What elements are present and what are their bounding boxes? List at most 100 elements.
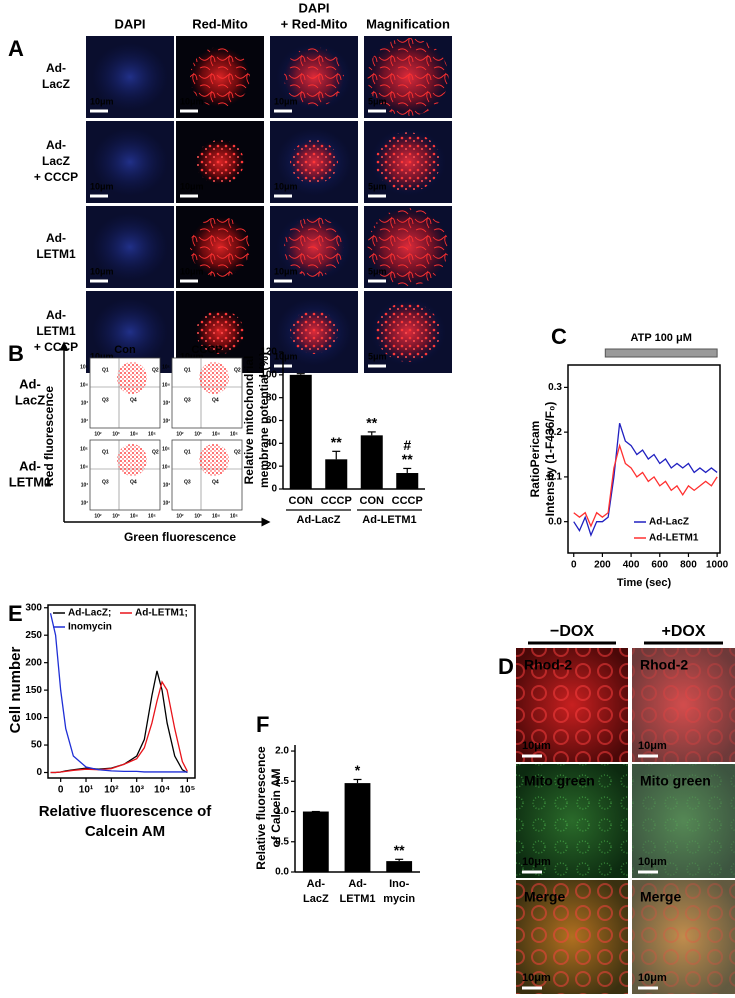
- quadrant-label: Q1: [184, 367, 191, 373]
- x-tick-label: LacZ: [303, 893, 329, 905]
- quadrant-label: Q3: [102, 479, 109, 485]
- row-label: + CCCP: [34, 340, 78, 354]
- micrograph-texture: [516, 764, 628, 878]
- quadrant-label: Q4: [212, 479, 219, 485]
- quadrant-label: Q3: [184, 479, 191, 485]
- x-tick-label: 600: [651, 560, 668, 571]
- y-tick-label: 150: [25, 685, 42, 696]
- panel-letter: C: [551, 324, 567, 349]
- quadrant-label: Q3: [102, 397, 109, 403]
- y-tick-label: 60: [266, 415, 278, 426]
- tick-label: 10³: [194, 513, 202, 519]
- series-line: [50, 670, 188, 774]
- annotation: ATP 100 μM: [631, 332, 692, 344]
- quadrant-label: Q1: [102, 367, 109, 373]
- axis-label: Cell number: [7, 646, 24, 733]
- scale-bar-label: 10μm: [180, 181, 204, 191]
- x-tick-label: 10¹: [79, 785, 94, 796]
- scale-bar-label: 5μm: [368, 96, 387, 106]
- quadrant-label: Q2: [152, 449, 159, 455]
- tick-label: 10³: [163, 400, 171, 406]
- quadrant-label: Q2: [234, 449, 241, 455]
- quadrant-label: Q4: [130, 479, 137, 485]
- column-header: DAPI: [298, 0, 329, 15]
- y-tick-label: 200: [25, 657, 42, 668]
- x-tick-label: Ad-: [348, 878, 367, 890]
- row-label: LacZ: [15, 392, 45, 407]
- series-line: [50, 680, 188, 774]
- y-tick-label: 50: [31, 740, 43, 751]
- tick-label: 10³: [81, 482, 89, 488]
- image-label: Merge: [640, 889, 681, 905]
- tick-label: 10⁵: [162, 364, 171, 370]
- row-label: Ad-: [46, 61, 66, 75]
- tick-label: 10²: [176, 513, 184, 519]
- panel-letter: D: [498, 654, 514, 679]
- column-header: Red-Mito: [192, 16, 248, 31]
- x-tick-label: 800: [680, 560, 697, 571]
- image-label: Rhod-2: [524, 657, 572, 673]
- tick-label: 10²: [94, 431, 102, 437]
- series-line: [573, 443, 718, 528]
- y-tick-label: 250: [25, 630, 42, 641]
- plot-frame: [47, 604, 196, 779]
- y-tick-label: 0.1: [548, 472, 562, 483]
- significance-label: **: [331, 434, 342, 450]
- x-tick-label: CON: [289, 495, 314, 507]
- y-tick-label: 0.0: [548, 516, 562, 527]
- column-label: Con: [114, 344, 136, 356]
- y-tick-label: 0.3: [548, 382, 562, 393]
- legend-label: Ad-LacZ: [649, 517, 689, 528]
- tick-label: 10⁵: [80, 364, 89, 370]
- tick-label: 10⁴: [212, 513, 221, 519]
- scale-bar-label: 10μm: [274, 266, 298, 276]
- mito-texture: [196, 140, 244, 184]
- tick-label: 10⁴: [162, 382, 171, 388]
- row-label: LETM1: [36, 247, 76, 261]
- mito-texture: [284, 47, 344, 107]
- y-tick-label: 100: [260, 369, 277, 380]
- tick-label: 10³: [81, 400, 89, 406]
- row-label: Ad-: [19, 376, 41, 391]
- column-label: CCCP: [191, 344, 222, 356]
- mito-texture: [367, 38, 449, 116]
- image-label: Rhod-2: [640, 657, 688, 673]
- legend-label: Ad-LETM1: [649, 533, 699, 544]
- y-tick-label: 0.2: [548, 427, 562, 438]
- y-tick-label: 2.0: [275, 746, 289, 757]
- y-tick-label: 300: [25, 602, 42, 613]
- x-tick-label: 10³: [129, 785, 144, 796]
- panel-letter: E: [8, 601, 23, 626]
- x-tick-label: 200: [594, 560, 611, 571]
- legend-label: Inomycin: [68, 622, 112, 633]
- quadrant-label: Q4: [212, 397, 219, 403]
- bar: [325, 459, 348, 489]
- axis-label: RatioPericam: [528, 421, 542, 498]
- tick-label: 10⁴: [162, 464, 171, 470]
- column-header: Magnification: [366, 16, 450, 31]
- dapi-stain: [92, 43, 168, 111]
- row-label: + CCCP: [34, 170, 78, 184]
- tick-label: 10²: [163, 418, 171, 424]
- scale-bar-label: 10μm: [638, 740, 667, 752]
- axis-label: Green fluorescence: [124, 530, 236, 544]
- panel-letter: A: [8, 36, 24, 61]
- bar: [360, 435, 383, 489]
- y-tick-label: 80: [266, 392, 278, 403]
- cell-cloud: [199, 362, 229, 394]
- tick-label: 10²: [176, 431, 184, 437]
- scale-bar-label: 10μm: [90, 181, 114, 191]
- quadrant-label: Q1: [102, 449, 109, 455]
- dapi-stain: [92, 213, 168, 281]
- tick-label: 10³: [194, 431, 202, 437]
- column-header: DAPI: [114, 16, 145, 31]
- scale-bar-label: 10μm: [274, 351, 298, 361]
- x-tick-label: LETM1: [339, 893, 375, 905]
- micrograph-texture: [632, 880, 735, 994]
- x-tick-label: 400: [623, 560, 640, 571]
- mito-texture: [375, 132, 441, 192]
- scale-bar-label: 10μm: [274, 96, 298, 106]
- legend-label: Ad-LacZ;: [68, 608, 111, 619]
- scale-bar-label: 10μm: [522, 740, 551, 752]
- mito-texture: [290, 310, 338, 354]
